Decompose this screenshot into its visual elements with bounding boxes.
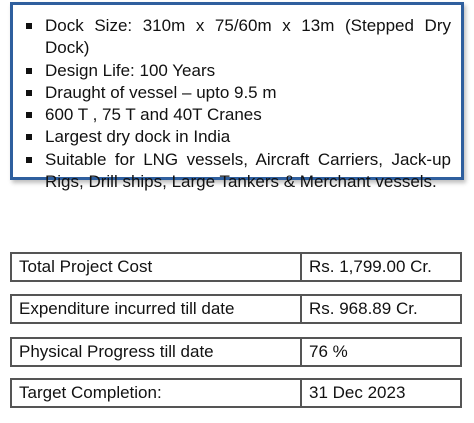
features-box: Dock Size: 310m x 75/60m x 13m (Stepped … xyxy=(10,2,464,191)
row-value: Rs. 1,799.00 Cr. xyxy=(309,257,432,276)
row-value: 76 % xyxy=(309,342,348,361)
feature-item: Dock Size: 310m x 75/60m x 13m (Stepped … xyxy=(26,15,451,60)
table-row: Target Completion: 31 Dec 2023 xyxy=(10,378,462,408)
row-label: Total Project Cost xyxy=(12,254,302,280)
table-row: Physical Progress till date 76 % xyxy=(10,337,462,367)
table-row: Expenditure incurred till date Rs. 968.89… xyxy=(10,294,462,324)
row-label: Expenditure incurred till date xyxy=(12,296,302,322)
feature-list: Dock Size: 310m x 75/60m x 13m (Stepped … xyxy=(13,5,461,193)
feature-item: Design Life: 100 Years xyxy=(26,60,451,82)
row-value: 31 Dec 2023 xyxy=(309,383,406,402)
table-row: Total Project Cost Rs. 1,799.00 Cr. xyxy=(10,252,462,282)
row-label: Physical Progress till date xyxy=(12,339,302,365)
feature-item: 600 T , 75 T and 40T Cranes xyxy=(26,104,451,126)
feature-item: Suitable for LNG vessels, Aircraft Carri… xyxy=(26,149,451,194)
row-label: Target Completion: xyxy=(12,380,302,406)
feature-item: Draught of vessel – upto 9.5 m xyxy=(26,82,451,104)
row-value: Rs. 968.89 Cr. xyxy=(309,299,418,318)
feature-item: Largest dry dock in India xyxy=(26,126,451,148)
